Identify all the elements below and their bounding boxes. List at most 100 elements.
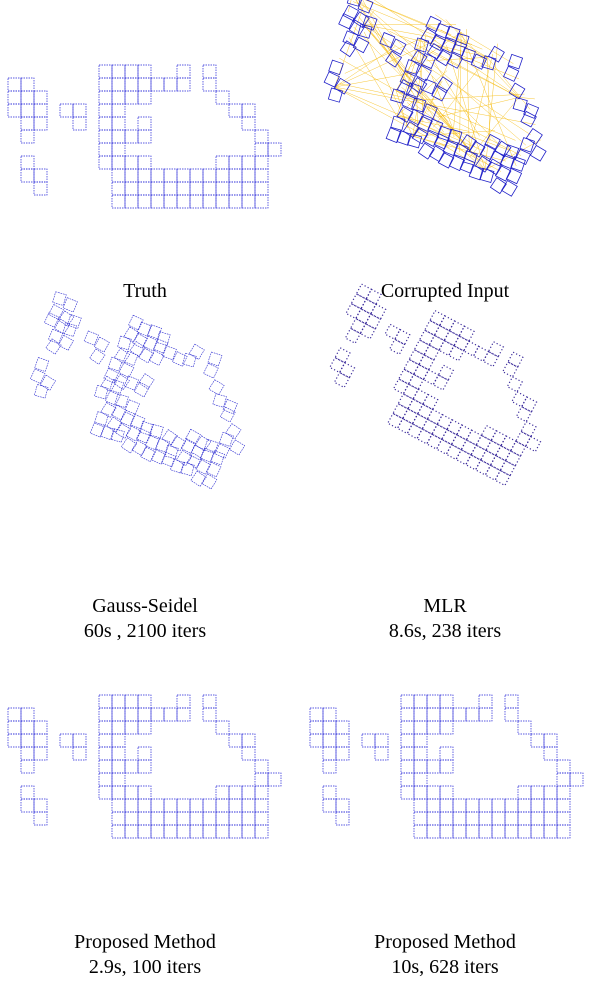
pose-cell <box>342 30 359 47</box>
pose-cell <box>385 50 403 68</box>
pose-cell <box>405 82 422 98</box>
loop-closure <box>396 45 422 117</box>
pose-cell <box>352 36 370 54</box>
pose-cell <box>556 785 571 800</box>
pose-cell <box>425 15 442 33</box>
pose-cell <box>487 340 505 358</box>
pose-cell <box>20 720 35 735</box>
pose-cell <box>505 167 523 185</box>
pose-cell <box>7 103 22 118</box>
pose-cell <box>125 425 142 442</box>
loop-closure <box>487 57 531 110</box>
pose-cell <box>385 127 402 144</box>
pose-cell <box>137 116 152 131</box>
pose-cell <box>111 772 126 787</box>
loop-closure <box>435 14 462 33</box>
pose-cell <box>34 357 50 372</box>
pose-cell <box>486 158 503 176</box>
pose-cell <box>465 798 480 813</box>
pose-cell <box>228 194 243 209</box>
pose-cell <box>431 423 448 441</box>
pose-cell <box>309 733 324 748</box>
pose-cell <box>416 428 433 445</box>
loop-closure <box>363 24 473 45</box>
pose-cell <box>111 798 126 813</box>
pose-cell <box>241 155 256 170</box>
pose-cell <box>111 746 126 761</box>
pose-cell <box>401 408 419 425</box>
pose-cell <box>379 32 396 48</box>
pose-cell <box>150 707 165 722</box>
loop-closure <box>334 6 364 88</box>
pose-cell <box>509 440 527 457</box>
pose-cell <box>189 444 205 461</box>
pose-cell <box>491 824 506 839</box>
pose-cell <box>20 129 35 144</box>
pose-cell <box>59 103 74 118</box>
pose-cell <box>357 23 373 39</box>
pose-cell <box>426 811 441 826</box>
loop-closure <box>334 71 422 88</box>
pose-cell <box>20 746 35 761</box>
pose-cell <box>113 373 130 391</box>
loop-closure <box>440 29 488 58</box>
pose-cell <box>124 720 139 735</box>
pose-cell <box>439 694 454 709</box>
pose-cell <box>494 165 512 182</box>
pose-cell <box>504 824 519 839</box>
caption: Proposed Method <box>374 931 516 953</box>
pose-cell <box>556 759 571 774</box>
pose-cell <box>72 746 87 761</box>
pose-cell <box>327 87 344 103</box>
pose-cell <box>503 144 520 160</box>
pose-cell <box>455 424 473 441</box>
pose-cell <box>396 417 414 435</box>
pose-cell <box>228 181 243 196</box>
loop-closure <box>412 135 450 148</box>
pose-cell <box>517 798 532 813</box>
pose-cell <box>489 454 507 472</box>
pose-cell <box>529 144 547 162</box>
pose-cell <box>137 707 152 722</box>
pose-cell <box>400 694 415 709</box>
pose-cell <box>433 133 450 150</box>
pose-cell <box>98 720 113 735</box>
pose-cell <box>504 707 519 722</box>
pose-graph <box>7 64 282 209</box>
loop-closure <box>416 35 426 101</box>
pose-cell <box>241 785 256 800</box>
loop-closure <box>438 97 520 118</box>
pose-cell <box>98 116 113 131</box>
pose-cell <box>455 448 472 466</box>
pose-cell <box>254 168 269 183</box>
pose-cell <box>342 4 360 22</box>
pose-cell <box>400 772 415 787</box>
pose-cell <box>499 459 517 477</box>
pose-cell <box>33 798 48 813</box>
pose-cell <box>322 707 337 722</box>
pose-cell <box>359 322 377 340</box>
pose-cell <box>186 452 203 469</box>
pose-cell <box>140 446 156 463</box>
pose-cell <box>478 811 493 826</box>
pose-cell <box>202 707 217 722</box>
pose-cell <box>202 168 217 183</box>
caption: 10s, 628 iters <box>391 956 498 978</box>
loop-closure <box>396 115 502 172</box>
pose-cell <box>111 129 126 144</box>
pose-cell <box>222 399 238 415</box>
pose-cell <box>20 90 35 105</box>
loop-closure <box>460 32 514 64</box>
pose-cell <box>322 733 337 748</box>
pose-cell <box>413 798 428 813</box>
pose-cell <box>62 297 78 313</box>
pose-cell <box>350 293 367 310</box>
pose-cell <box>93 336 110 353</box>
pose-cell <box>420 53 437 69</box>
pose-cell <box>478 798 493 813</box>
pose-cell <box>123 326 140 343</box>
pose-cell <box>452 798 467 813</box>
pose-cell <box>111 64 126 79</box>
pose-cell <box>137 64 152 79</box>
pose-cell <box>241 746 256 761</box>
